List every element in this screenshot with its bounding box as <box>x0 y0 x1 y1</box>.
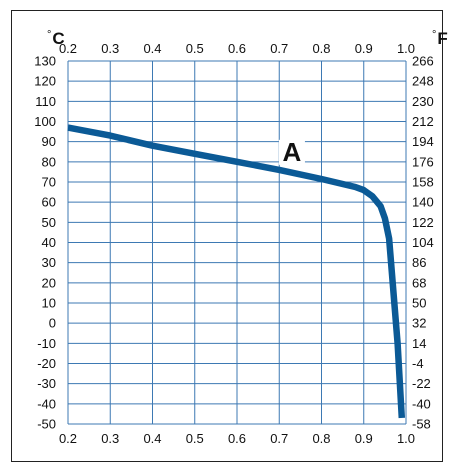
y-tick-label-fahrenheit: -58 <box>412 417 431 432</box>
y-tick-label-fahrenheit: -22 <box>412 376 431 391</box>
x-tick-label-top: 0.4 <box>143 41 161 56</box>
y-tick-label-celsius: 130 <box>34 54 56 69</box>
y-tick-label-celsius: -40 <box>37 396 56 411</box>
y-tick-label-fahrenheit: 140 <box>412 195 434 210</box>
y-tick-label-celsius: 120 <box>34 74 56 89</box>
y-tick-label-celsius: -30 <box>37 376 56 391</box>
annotation-background <box>278 139 305 165</box>
y-tick-label-celsius: 80 <box>42 154 56 169</box>
x-tick-label-top: 0.6 <box>228 41 246 56</box>
y-tick-label-celsius: 0 <box>49 316 56 331</box>
x-tick-label-top: 0.8 <box>312 41 330 56</box>
x-tick-label-bottom: 0.9 <box>355 431 373 446</box>
x-tick-label-top: 0.2 <box>59 41 77 56</box>
y-tick-label-fahrenheit: 14 <box>412 336 426 351</box>
x-tick-label-bottom: 0.5 <box>186 431 204 446</box>
y-tick-label-celsius: -50 <box>37 417 56 432</box>
x-tick-label-bottom: 0.7 <box>270 431 288 446</box>
y-tick-label-fahrenheit: 212 <box>412 114 434 129</box>
y-tick-label-fahrenheit: 158 <box>412 175 434 190</box>
y-tick-label-fahrenheit: 266 <box>412 54 434 69</box>
series-line-a <box>67 124 406 419</box>
y-tick-label-fahrenheit: 86 <box>412 255 426 270</box>
y-tick-label-fahrenheit: 122 <box>412 215 434 230</box>
y-tick-label-celsius: 60 <box>42 195 56 210</box>
y-tick-label-celsius: 30 <box>42 255 56 270</box>
y-tick-label-celsius: -10 <box>37 336 56 351</box>
celsius-unit-label: °C <box>47 29 65 49</box>
y-tick-label-fahrenheit: 68 <box>412 275 426 290</box>
y-tick-label-celsius: 10 <box>42 296 56 311</box>
x-tick-label-top: 0.5 <box>186 41 204 56</box>
degree-symbol: ° <box>432 29 437 41</box>
x-tick-label-top: 0.3 <box>101 41 119 56</box>
x-tick-label-bottom: 0.3 <box>101 431 119 446</box>
y-tick-label-celsius: 100 <box>34 114 56 129</box>
y-tick-label-fahrenheit: 248 <box>412 74 434 89</box>
y-tick-label-celsius: -20 <box>37 356 56 371</box>
x-tick-label-bottom: 0.4 <box>143 431 161 446</box>
x-tick-label-bottom: 0.2 <box>59 431 77 446</box>
fahrenheit-unit-label: °F <box>432 29 448 49</box>
y-tick-label-fahrenheit: 176 <box>412 154 434 169</box>
y-tick-label-celsius: 20 <box>42 275 56 290</box>
x-tick-label-top: 0.7 <box>270 41 288 56</box>
x-tick-label-bottom: 0.8 <box>312 431 330 446</box>
y-tick-label-celsius: 70 <box>42 175 56 190</box>
fahrenheit-unit-text: F <box>437 29 448 48</box>
chart-frame: °C °F <box>11 10 448 462</box>
degree-symbol: ° <box>47 29 52 41</box>
y-tick-label-celsius: 110 <box>35 94 56 109</box>
x-tick-label-top: 0.9 <box>355 41 373 56</box>
celsius-unit-text: C <box>52 29 65 48</box>
y-tick-label-fahrenheit: -4 <box>412 356 424 371</box>
y-tick-label-celsius: 50 <box>42 215 56 230</box>
x-tick-label-top: 1.0 <box>397 41 415 56</box>
y-tick-label-fahrenheit: 104 <box>412 235 434 250</box>
x-tick-label-bottom: 0.6 <box>228 431 246 446</box>
y-tick-label-fahrenheit: 50 <box>412 296 426 311</box>
y-tick-label-celsius: 40 <box>42 235 56 250</box>
y-tick-label-fahrenheit: -40 <box>412 396 431 411</box>
curve-annotation-label: A <box>283 137 302 167</box>
y-tick-label-fahrenheit: 194 <box>412 134 434 149</box>
x-tick-label-bottom: 1.0 <box>397 431 415 446</box>
y-tick-label-fahrenheit: 230 <box>412 94 434 109</box>
y-tick-label-fahrenheit: 32 <box>412 316 426 331</box>
y-tick-label-celsius: 90 <box>42 134 56 149</box>
